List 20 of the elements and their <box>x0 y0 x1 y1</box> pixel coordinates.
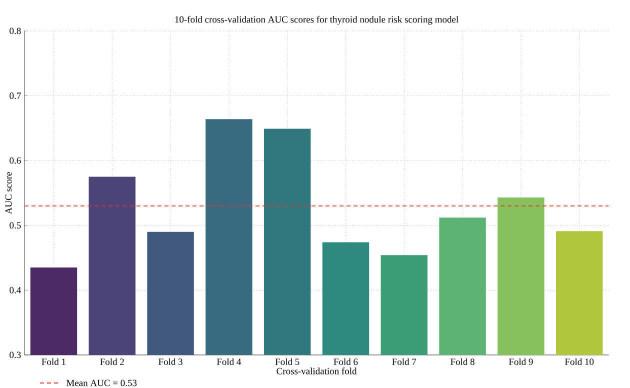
x-tick-label: Fold 1 <box>42 358 66 366</box>
legend-label: Mean AUC = 0.53 <box>66 380 137 386</box>
x-tick-label: Fold 5 <box>275 358 300 366</box>
y-tick-label: 0.7 <box>10 92 21 99</box>
y-tick-label: 0.4 <box>10 286 22 294</box>
x-tick-label: Fold 2 <box>100 358 124 366</box>
y-axis-title: AUC score <box>5 172 12 214</box>
x-axis-title: Cross-validation fold <box>276 368 357 374</box>
x-tick-label: Fold 3 <box>158 358 182 366</box>
x-tick-label: Fold 7 <box>392 358 416 366</box>
x-tick-label: Fold 9 <box>508 358 533 366</box>
y-tick-label: 0.6 <box>10 157 21 164</box>
x-tick-label: Fold 4 <box>216 358 242 366</box>
y-tick-label: 0.3 <box>10 352 21 358</box>
y-tick-label: 0.5 <box>10 222 21 229</box>
chart-title: 10-fold cross-validation AUC scores for thyroid nodule risk scoring model <box>175 16 458 25</box>
x-tick-label: Fold 6 <box>334 358 358 366</box>
x-tick-label: Fold 8 <box>450 358 474 366</box>
x-tick-label: Fold 10 <box>564 358 594 366</box>
y-tick-label: 0.8 <box>10 28 21 34</box>
